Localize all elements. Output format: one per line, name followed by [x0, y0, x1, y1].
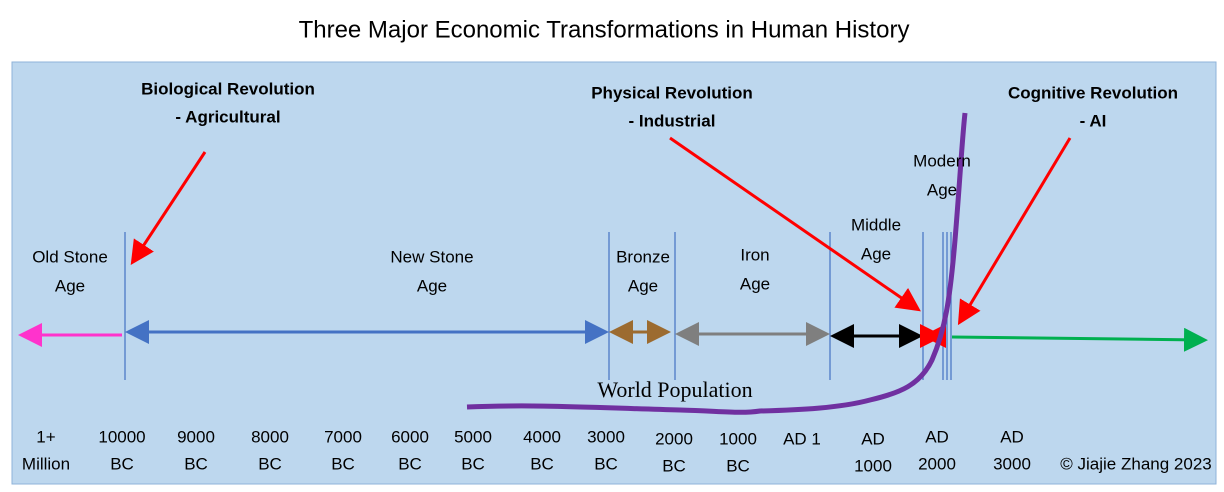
era-label: Age	[740, 274, 770, 293]
era-label: Bronze	[616, 247, 670, 266]
timeline-label: 2000	[918, 454, 956, 473]
timeline-label: 10000	[98, 427, 145, 446]
revolution-pointers	[130, 136, 1072, 326]
timeline-label: 1+	[36, 427, 55, 446]
timeline-label: BC	[331, 454, 355, 473]
timeline-label: BC	[461, 454, 485, 473]
timeline-arrows	[18, 320, 1208, 352]
labels: Biological Revolution - Agricultural Physi…	[22, 79, 1212, 475]
pointer-arrow	[669, 136, 921, 312]
era-label: Age	[628, 276, 658, 295]
timeline-label: 6000	[391, 427, 429, 446]
era-label: Old Stone	[32, 247, 108, 266]
timeline-label: BC	[258, 454, 282, 473]
revolution-label: - AI	[1080, 111, 1107, 130]
timeline-label: BC	[184, 454, 208, 473]
era-label: Age	[417, 276, 447, 295]
title: Three Major Economic Transformations in …	[299, 16, 910, 43]
copyright: © Jiajie Zhang 2023	[1060, 454, 1211, 473]
population-label: World Population	[597, 377, 752, 402]
timeline-label: 2000	[655, 429, 693, 448]
timeline-label: 8000	[251, 427, 289, 446]
pointer-arrow	[957, 137, 1072, 326]
era-dividers	[124, 232, 952, 380]
era-label: Age	[861, 244, 891, 263]
timeline-label: 1000	[719, 429, 757, 448]
timeline-label: 9000	[177, 427, 215, 446]
timeline-label: AD	[925, 427, 949, 446]
timeline-label: BC	[398, 454, 422, 473]
era-label: Iron	[740, 245, 769, 264]
timeline-label: 3000	[587, 427, 625, 446]
timeline-label: AD	[1000, 427, 1024, 446]
population-curve	[466, 112, 968, 415]
timeline-label: BC	[726, 456, 750, 475]
timeline-label: 4000	[523, 427, 561, 446]
revolution-label: - Agricultural	[175, 107, 280, 126]
revolution-label: Physical Revolution	[591, 83, 753, 102]
era-label: Modern	[913, 151, 971, 170]
timeline-label: BC	[662, 456, 686, 475]
era-label: Middle	[851, 215, 901, 234]
timeline-label: 7000	[324, 427, 362, 446]
timeline-label: 3000	[993, 454, 1031, 473]
era-label: New Stone	[390, 247, 473, 266]
timeline-label: BC	[530, 454, 554, 473]
arrow	[951, 327, 1208, 352]
era-label: Age	[927, 180, 957, 199]
timeline-label: BC	[110, 454, 134, 473]
revolution-label: Cognitive Revolution	[1008, 83, 1178, 102]
timeline-label: 5000	[454, 427, 492, 446]
revolution-label: Biological Revolution	[141, 79, 315, 98]
pointer-arrow	[130, 151, 207, 266]
timeline-label: BC	[594, 454, 618, 473]
timeline-label: AD	[861, 429, 885, 448]
era-label: Age	[55, 276, 85, 295]
timeline-label: 1000	[854, 456, 892, 475]
timeline-label: AD 1	[783, 429, 821, 448]
background-panel	[11, 61, 1217, 485]
timeline-label: Million	[22, 454, 70, 473]
revolution-label: - Industrial	[629, 111, 716, 130]
